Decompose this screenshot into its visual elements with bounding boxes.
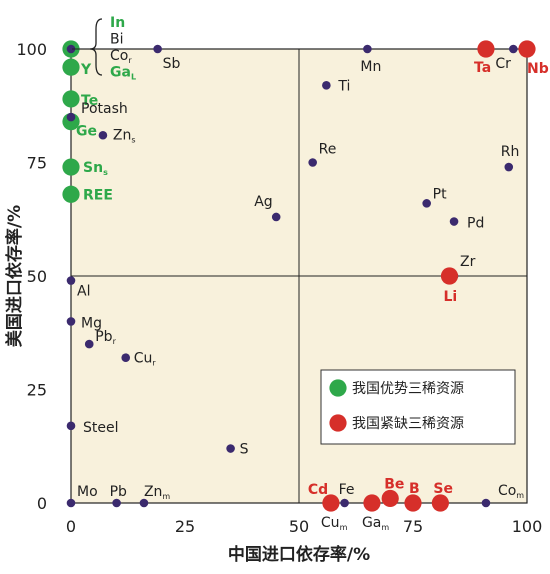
point-ta (477, 40, 495, 58)
x-tick-label: 50 (289, 517, 309, 536)
legend-entry: 我国优势三稀资源 (352, 381, 464, 397)
point-ag (271, 212, 281, 222)
point-label: Sb (163, 56, 181, 72)
point-label: Cd (308, 482, 328, 498)
point-label: Ge (76, 124, 97, 140)
point-label: Pb (110, 484, 127, 500)
point-be (381, 489, 399, 508)
point-cr (509, 44, 518, 54)
point-ge (62, 113, 80, 131)
legend-box (320, 369, 516, 445)
point-te (62, 90, 80, 108)
point-label: Rh (501, 144, 520, 160)
x-tick-label: 0 (66, 517, 76, 536)
point-label: S (240, 442, 249, 458)
legend-entry: 我国紧缺三稀资源 (352, 416, 464, 432)
bracket-label: GaL (110, 65, 136, 82)
y-tick-label: 50 (27, 267, 47, 286)
point-label: Ti (337, 78, 350, 94)
point-pb (112, 498, 121, 508)
bracket-label: Cor (110, 48, 132, 65)
point-cu (121, 353, 131, 363)
point-y (62, 58, 80, 76)
point-label: REE (83, 187, 113, 203)
point-label: Pbr (95, 329, 116, 346)
point-label: Te (81, 93, 98, 109)
point-mn (363, 44, 372, 54)
y-tick-label: 25 (27, 381, 47, 400)
point-al (66, 276, 76, 285)
point-zn (98, 130, 108, 140)
point-label: Cur (134, 351, 157, 368)
bracket-label: In (110, 15, 125, 31)
point-cd (322, 494, 340, 512)
point-pd (449, 217, 459, 226)
point-label: Ag (254, 194, 272, 210)
chart-marks (62, 40, 536, 512)
point-steel (66, 421, 76, 431)
point-label: Zr (460, 254, 476, 270)
point-label: Cr (495, 56, 511, 72)
annotation-label: Cum (321, 515, 348, 532)
x-tick-label: 75 (403, 517, 423, 536)
point-rh (504, 162, 514, 172)
bracket-label: Bi (110, 32, 124, 48)
point-label: Re (319, 142, 337, 158)
point-label: Al (77, 284, 90, 300)
point-ti (322, 81, 331, 90)
point-co (481, 498, 491, 508)
point-re (308, 158, 317, 167)
point-label: Be (384, 476, 404, 492)
point-label: Li (443, 289, 457, 305)
point-label: Zns (113, 127, 136, 144)
y-axis-label: 美国进口依存率/% (4, 205, 25, 347)
annotation-label: Gam (362, 515, 389, 532)
legend-swatch (329, 379, 347, 397)
point-unlabeled (363, 494, 381, 512)
point-sn (62, 158, 80, 176)
point-zn (139, 498, 149, 508)
point-fe (340, 498, 349, 508)
point-label: Pd (467, 216, 484, 232)
axis-ticks: 0 25 50 75 100 0 25 50 75 100 (16, 40, 542, 536)
x-tick-label: 100 (512, 517, 543, 536)
point-pb (84, 339, 94, 349)
point-label: Steel (83, 420, 119, 436)
point-label: Mg (81, 315, 102, 331)
point-label: Se (433, 481, 453, 497)
x-tick-label: 25 (175, 517, 195, 536)
y-tick-label: 0 (37, 494, 47, 513)
point-se (431, 494, 449, 512)
point-label: B (409, 481, 420, 497)
y-tick-label: 100 (16, 40, 47, 59)
point-label: Mn (360, 59, 381, 75)
point-sb (153, 44, 162, 54)
point-potash (66, 112, 76, 122)
point-li (440, 267, 459, 285)
point-mo (66, 498, 76, 508)
point-mg (66, 317, 76, 326)
x-axis-label: 中国进口依存率/% (228, 544, 370, 565)
point-label: Fe (339, 482, 355, 498)
legend-swatch (329, 414, 347, 432)
point-unlabeled (66, 44, 76, 54)
point-label: Nb (527, 61, 549, 77)
point-label: Ta (474, 60, 491, 76)
point-label: Sns (83, 160, 108, 177)
y-tick-label: 75 (27, 154, 47, 173)
point-s (226, 444, 235, 453)
point-b (404, 494, 422, 512)
point-pt (422, 199, 431, 208)
point-nb (518, 40, 536, 58)
point-label: Y (80, 62, 92, 78)
point-label: Pt (433, 186, 447, 202)
point-ree (62, 185, 80, 203)
point-label: Potash (81, 101, 128, 117)
point-label: Mo (77, 484, 98, 500)
